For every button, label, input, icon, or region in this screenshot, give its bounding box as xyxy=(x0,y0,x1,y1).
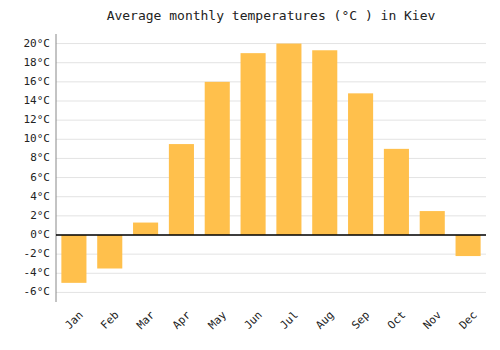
y-tick-label: 18°C xyxy=(24,56,51,69)
grid-line xyxy=(56,81,486,82)
grid-line xyxy=(56,62,486,63)
y-tick-label: 8°C xyxy=(30,151,50,164)
y-axis-line xyxy=(56,34,57,302)
y-tick-label: 14°C xyxy=(24,94,51,107)
grid-line xyxy=(56,177,486,178)
y-tick-label: -6°C xyxy=(24,285,51,298)
x-tick-label: Dec xyxy=(457,309,480,332)
x-axis: Jan Feb Mar Apr May Jun Jul Aug Sep Oct Nov Dec xyxy=(62,308,479,332)
grid-line xyxy=(56,273,486,274)
grid-line xyxy=(56,101,486,102)
grid xyxy=(56,44,486,293)
bar xyxy=(276,44,301,235)
x-tick-label: Jan xyxy=(62,309,85,332)
chart: Average monthly temperatures (°C ) in Ki… xyxy=(0,0,500,350)
x-tick-label: Mar xyxy=(134,308,158,332)
grid-line xyxy=(56,43,486,44)
y-tick-label: 16°C xyxy=(24,75,51,88)
x-tick-label: Oct xyxy=(385,309,408,332)
x-tick-label: Aug xyxy=(313,309,336,332)
y-tick-label: 2°C xyxy=(30,209,50,222)
bars xyxy=(61,44,480,283)
bar xyxy=(61,235,86,283)
bar xyxy=(97,235,122,269)
y-tick-label: -4°C xyxy=(24,266,51,279)
grid-line xyxy=(56,139,486,140)
title: Average monthly temperatures (°C ) in Ki… xyxy=(107,8,436,23)
bar xyxy=(205,82,230,235)
x-tick-label: Apr xyxy=(170,308,194,332)
bar xyxy=(312,50,337,235)
bar xyxy=(348,93,373,235)
bar xyxy=(133,223,158,235)
y-tick-label: 12°C xyxy=(24,113,51,126)
bar xyxy=(420,211,445,235)
y-tick-label: 10°C xyxy=(24,132,51,145)
grid-line xyxy=(56,120,486,121)
x-tick-label: Feb xyxy=(98,309,121,332)
x-tick-label: May xyxy=(206,308,230,332)
y-tick-label: 0°C xyxy=(30,228,50,241)
x-tick-label: Sep xyxy=(349,309,372,332)
x-tick-label: Nov xyxy=(421,308,445,332)
grid-line xyxy=(56,292,486,293)
y-tick-label: -2°C xyxy=(24,247,51,260)
zero-line xyxy=(56,234,486,236)
y-tick-label: 6°C xyxy=(30,171,50,184)
bar xyxy=(456,235,481,256)
y-tick-label: 20°C xyxy=(24,37,51,50)
grid-line xyxy=(56,196,486,197)
bar xyxy=(241,53,266,235)
bar xyxy=(169,144,194,235)
y-axis: -6°C -4°C -2°C 0°C 2°C 4°C 6°C 8°C 10°C 12°C 14°C 1… xyxy=(24,37,51,299)
x-tick-label: Jul xyxy=(277,309,300,332)
chart-container: Average monthly temperatures (°C ) in Ki… xyxy=(0,0,500,350)
grid-line xyxy=(56,158,486,159)
bar xyxy=(384,149,409,235)
y-tick-label: 4°C xyxy=(30,190,50,203)
x-tick-label: Jun xyxy=(242,309,265,332)
grid-line xyxy=(56,235,486,236)
